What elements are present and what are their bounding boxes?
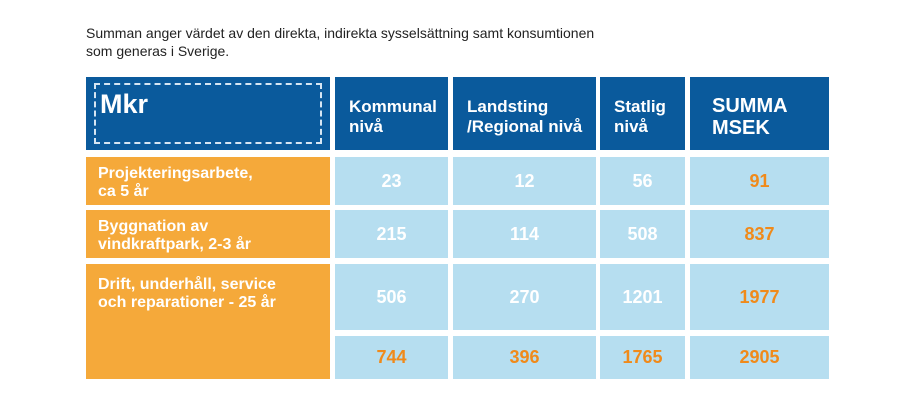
column-header-line-2: MSEK bbox=[712, 117, 770, 139]
table-cell: 508 bbox=[600, 210, 685, 258]
unit-label: Mkr bbox=[100, 89, 149, 119]
row-label-drift: Drift, underhåll, service och reparation… bbox=[86, 264, 330, 379]
column-header-line-1: SUMMA bbox=[712, 95, 788, 117]
row-label-projektering: Projekteringsarbete, ca 5 år bbox=[86, 157, 330, 205]
column-header-line-2: nivå bbox=[349, 117, 384, 136]
table-cell: 12 bbox=[453, 157, 596, 205]
total-cell-grand: 2905 bbox=[690, 336, 829, 379]
total-cell: 744 bbox=[335, 336, 448, 379]
row-label-byggnation: Byggnation av vindkraftpark, 2-3 år bbox=[86, 210, 330, 258]
column-header-summa: SUMMA MSEK bbox=[690, 77, 829, 150]
row-label-line-2: och reparationer - 25 år bbox=[98, 294, 276, 311]
column-header-line-1: Statlig bbox=[614, 97, 666, 116]
column-header-line-2: nivå bbox=[614, 117, 649, 136]
column-header-statlig: Statlig nivå bbox=[600, 77, 685, 150]
caption-line-1: Summan anger värdet av den direkta, indi… bbox=[86, 25, 595, 41]
unit-header-cell: Mkr bbox=[86, 77, 330, 150]
column-header-line-1: Kommunal bbox=[349, 97, 437, 116]
table-cell: 56 bbox=[600, 157, 685, 205]
column-header-kommunal: Kommunal nivå bbox=[335, 77, 448, 150]
column-header-line-1: Landsting bbox=[467, 97, 549, 116]
table-cell-sum: 837 bbox=[690, 210, 829, 258]
table-cell: 506 bbox=[335, 264, 448, 330]
table-cell: 215 bbox=[335, 210, 448, 258]
row-label-line-1: Byggnation av bbox=[98, 218, 209, 235]
row-label-line-1: Drift, underhåll, service bbox=[98, 276, 276, 293]
caption: Summan anger värdet av den direkta, indi… bbox=[86, 24, 646, 60]
row-label-line-1: Projekteringsarbete, bbox=[98, 165, 253, 182]
total-cell: 396 bbox=[453, 336, 596, 379]
table-cell-sum: 1977 bbox=[690, 264, 829, 330]
row-label-line-2: vindkraftpark, 2-3 år bbox=[98, 236, 251, 253]
column-header-landsting: Landsting /Regional nivå bbox=[453, 77, 596, 150]
table-cell: 23 bbox=[335, 157, 448, 205]
caption-line-2: som generas i Sverige. bbox=[86, 43, 230, 59]
total-cell: 1765 bbox=[600, 336, 685, 379]
unit-header-dashed-frame bbox=[94, 83, 322, 144]
row-label-line-2: ca 5 år bbox=[98, 183, 149, 200]
table-cell: 270 bbox=[453, 264, 596, 330]
table-cell: 114 bbox=[453, 210, 596, 258]
column-header-line-2: /Regional nivå bbox=[467, 117, 583, 136]
table-cell-sum: 91 bbox=[690, 157, 829, 205]
table-cell: 1201 bbox=[600, 264, 685, 330]
